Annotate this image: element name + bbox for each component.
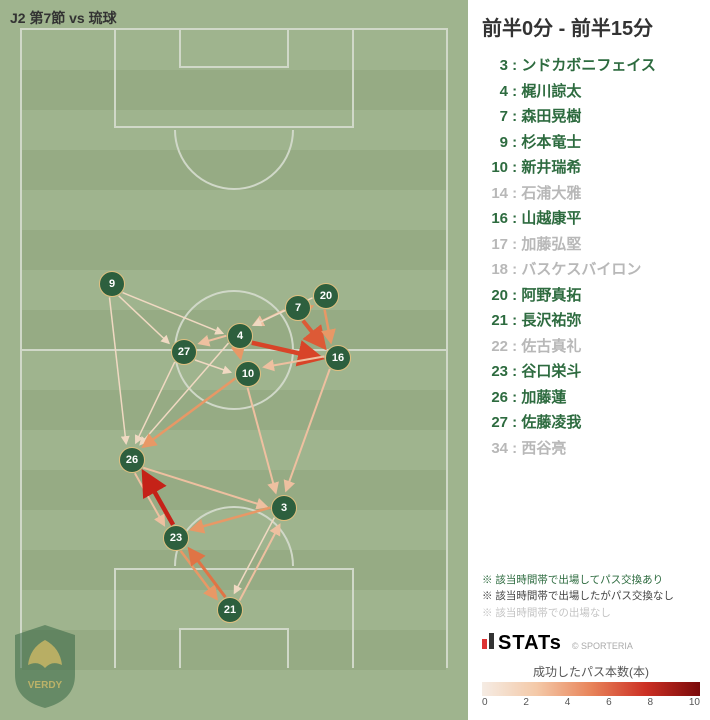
roster-num: 27 [482, 410, 508, 436]
scale-tick: 6 [606, 697, 612, 708]
player-node-26[interactable]: 26 [119, 447, 145, 473]
pitch-stripe [22, 430, 446, 470]
roster-name: バスケスバイロン [521, 261, 641, 278]
player-node-10[interactable]: 10 [235, 361, 261, 387]
footer: STATs © SPORTERIA 成功したパス本数(本) 0 2 4 6 8 10 [482, 632, 700, 712]
roster-num: 22 [482, 334, 508, 360]
legend-note: ※ 該当時間帯での出場なし [482, 605, 700, 622]
roster-row-10[interactable]: 10 : 新井瑞希 [482, 155, 700, 181]
roster-name: 石浦大雅 [521, 185, 581, 202]
roster-row-16[interactable]: 16 : 山越康平 [482, 206, 700, 232]
roster-name: 佐古真礼 [521, 338, 581, 355]
roster-row-14[interactable]: 14 : 石浦大雅 [482, 181, 700, 207]
side-panel: 前半0分 - 前半15分 3 : ンドカボニフェイス4 : 梶川諒太7 : 森田… [468, 0, 710, 720]
roster-num: 14 [482, 181, 508, 207]
roster-row-20[interactable]: 20 : 阿野真拓 [482, 283, 700, 309]
roster-num: 23 [482, 359, 508, 385]
roster-row-17[interactable]: 17 : 加藤弘堅 [482, 232, 700, 258]
roster-name: 加藤弘堅 [521, 236, 581, 253]
copyright: © SPORTERIA [572, 641, 633, 651]
legend-notes: ※ 該当時間帯で出場してパス交換あり※ 該当時間帯で出場したがパス交換なし※ 該… [482, 572, 700, 622]
player-node-23[interactable]: 23 [163, 525, 189, 551]
roster-name: 阿野真拓 [521, 287, 581, 304]
roster-num: 18 [482, 257, 508, 283]
stats-label: STATs [498, 632, 562, 655]
roster-name: 佐藤凌我 [521, 414, 581, 431]
roster-row-23[interactable]: 23 : 谷口栄斗 [482, 359, 700, 385]
roster-name: 新井瑞希 [521, 159, 581, 176]
player-node-20[interactable]: 20 [313, 283, 339, 309]
roster-name: 山越康平 [521, 210, 581, 227]
roster-num: 9 [482, 130, 508, 156]
match-title: J2 第7節 vs 琉球 [10, 8, 117, 28]
scale-tick: 4 [565, 697, 571, 708]
roster-name: 杉本竜士 [521, 134, 581, 151]
roster-num: 16 [482, 206, 508, 232]
roster-row-34[interactable]: 34 : 西谷亮 [482, 436, 700, 462]
roster-list: 3 : ンドカボニフェイス4 : 梶川諒太7 : 森田晃樹9 : 杉本竜士10 … [482, 53, 700, 566]
roster-row-9[interactable]: 9 : 杉本竜士 [482, 130, 700, 156]
pitch-stripe [22, 230, 446, 270]
roster-row-4[interactable]: 4 : 梶川諒太 [482, 79, 700, 105]
scale-bar: 0 2 4 6 8 10 [482, 682, 700, 712]
player-node-27[interactable]: 27 [171, 339, 197, 365]
player-node-7[interactable]: 7 [285, 295, 311, 321]
player-node-4[interactable]: 4 [227, 323, 253, 349]
roster-row-26[interactable]: 26 : 加藤蓮 [482, 385, 700, 411]
roster-num: 17 [482, 232, 508, 258]
roster-name: 森田晃樹 [521, 108, 581, 125]
roster-num: 20 [482, 283, 508, 309]
scale-tick: 10 [689, 697, 700, 708]
roster-num: 26 [482, 385, 508, 411]
roster-num: 10 [482, 155, 508, 181]
scale-gradient [482, 682, 700, 696]
team-logo: VERDY [10, 620, 80, 710]
scale-tick: 8 [648, 697, 654, 708]
legend-note: ※ 該当時間帯で出場したがパス交換なし [482, 588, 700, 605]
scale-ticks: 0 2 4 6 8 10 [482, 697, 700, 708]
scale-tick: 2 [523, 697, 529, 708]
roster-row-22[interactable]: 22 : 佐古真礼 [482, 334, 700, 360]
roster-name: 西谷亮 [521, 440, 566, 457]
roster-name: 梶川諒太 [521, 83, 581, 100]
roster-row-21[interactable]: 21 : 長沢祐弥 [482, 308, 700, 334]
svg-text:VERDY: VERDY [28, 680, 63, 691]
roster-row-27[interactable]: 27 : 佐藤凌我 [482, 410, 700, 436]
player-node-9[interactable]: 9 [99, 271, 125, 297]
player-node-3[interactable]: 3 [271, 495, 297, 521]
stats-logo: STATs © SPORTERIA [482, 632, 700, 655]
roster-name: 谷口栄斗 [521, 363, 581, 380]
container: J2 第7節 vs 琉球 972042716102632321 VERDY 前半… [0, 0, 710, 720]
time-range: 前半0分 - 前半15分 [482, 12, 700, 41]
pitch-stripe [22, 470, 446, 510]
pitch-area: J2 第7節 vs 琉球 9 720 4 27 16 10 26 3 23 21 VERDY [0, 0, 468, 720]
roster-row-18[interactable]: 18 : バスケスバイロン [482, 257, 700, 283]
roster-num: 21 [482, 308, 508, 334]
player-node-21[interactable]: 21 [217, 597, 243, 623]
roster-name: 加藤蓮 [521, 389, 566, 406]
scale-tick: 0 [482, 697, 488, 708]
roster-num: 7 [482, 104, 508, 130]
roster-num: 4 [482, 79, 508, 105]
roster-num: 34 [482, 436, 508, 462]
scale-title: 成功したパス本数(本) [482, 663, 700, 680]
roster-name: 長沢祐弥 [521, 312, 581, 329]
goal-box-bottom [179, 628, 289, 668]
roster-row-7[interactable]: 7 : 森田晃樹 [482, 104, 700, 130]
goal-box-top [179, 28, 289, 68]
legend-note: ※ 該当時間帯で出場してパス交換あり [482, 572, 700, 589]
player-node-16[interactable]: 16 [325, 345, 351, 371]
roster-num: 3 [482, 53, 508, 79]
color-scale: 成功したパス本数(本) 0 2 4 6 8 10 [482, 663, 700, 712]
stats-bars-icon [482, 633, 494, 649]
roster-name: ンドカボニフェイス [521, 57, 656, 74]
pitch-stripe [22, 190, 446, 230]
roster-row-3[interactable]: 3 : ンドカボニフェイス [482, 53, 700, 79]
